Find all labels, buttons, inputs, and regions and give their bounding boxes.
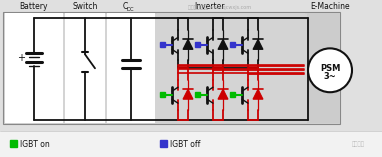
Bar — [0, 131, 382, 157]
Text: Switch: Switch — [72, 3, 98, 11]
Text: Battery: Battery — [20, 3, 48, 11]
Text: DC: DC — [127, 7, 134, 12]
Bar — [195, 42, 200, 47]
Bar — [160, 140, 167, 147]
Text: Inverter: Inverter — [195, 3, 225, 11]
Bar — [307, 14, 340, 123]
Bar — [230, 92, 235, 97]
Text: PSM: PSM — [320, 64, 340, 73]
Text: 可可电路: 可可电路 — [351, 141, 364, 147]
Bar — [107, 14, 155, 123]
Polygon shape — [253, 89, 263, 99]
Bar — [195, 92, 200, 97]
Bar — [157, 14, 305, 123]
Polygon shape — [183, 39, 193, 49]
Bar — [3, 13, 340, 124]
Text: 3~: 3~ — [324, 72, 337, 81]
Text: E-Machine: E-Machine — [310, 3, 350, 11]
Polygon shape — [218, 39, 228, 49]
Polygon shape — [183, 89, 193, 99]
Bar — [230, 42, 235, 47]
Text: C: C — [123, 3, 128, 11]
Text: +: + — [17, 53, 25, 63]
Polygon shape — [218, 89, 228, 99]
Bar — [160, 42, 165, 47]
Text: IGBT on: IGBT on — [20, 140, 50, 149]
Bar — [65, 14, 105, 123]
Circle shape — [308, 48, 352, 92]
Text: 汽车维修技术网 www.qcwxjs.com: 汽车维修技术网 www.qcwxjs.com — [188, 5, 252, 11]
Bar — [160, 92, 165, 97]
Bar — [5, 14, 63, 123]
Polygon shape — [253, 39, 263, 49]
Text: IGBT off: IGBT off — [170, 140, 201, 149]
Bar — [10, 140, 17, 147]
